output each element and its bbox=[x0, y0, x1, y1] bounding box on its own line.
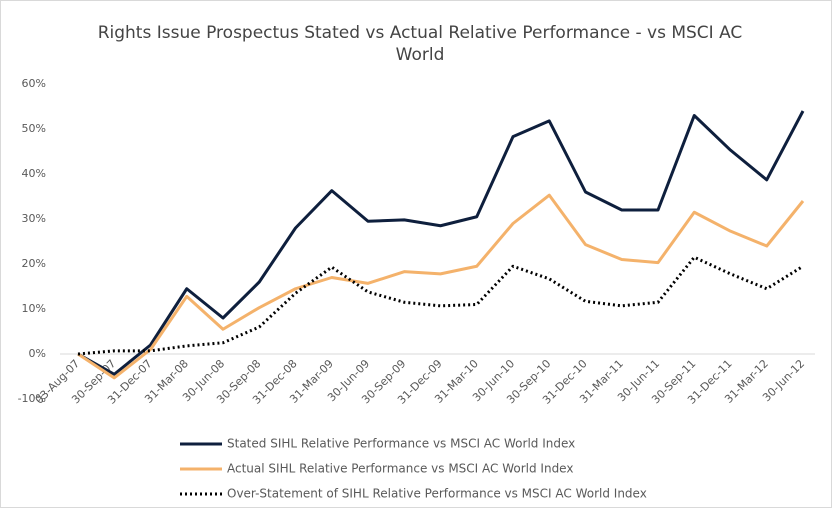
legend-label: Actual SIHL Relative Performance vs MSCI… bbox=[227, 462, 573, 476]
y-tick-label: 0% bbox=[29, 347, 46, 360]
y-tick-label: 40% bbox=[22, 167, 46, 180]
y-tick-label: 50% bbox=[22, 122, 46, 135]
line-series bbox=[77, 110, 805, 376]
y-tick-label: 30% bbox=[22, 212, 46, 225]
y-tick-label: 60% bbox=[22, 77, 46, 90]
chart-title: Rights Issue Prospectus Stated vs Actual… bbox=[97, 23, 743, 65]
legend-label: Over-Statement of SIHL Relative Performa… bbox=[227, 487, 647, 501]
y-tick-label: 10% bbox=[22, 302, 46, 315]
y-tick-label: -10% bbox=[18, 392, 46, 405]
line-series bbox=[77, 193, 805, 380]
y-tick-label: 20% bbox=[22, 257, 46, 270]
line-series bbox=[77, 255, 804, 356]
legend-label: Stated SIHL Relative Performance vs MSCI… bbox=[227, 437, 575, 451]
